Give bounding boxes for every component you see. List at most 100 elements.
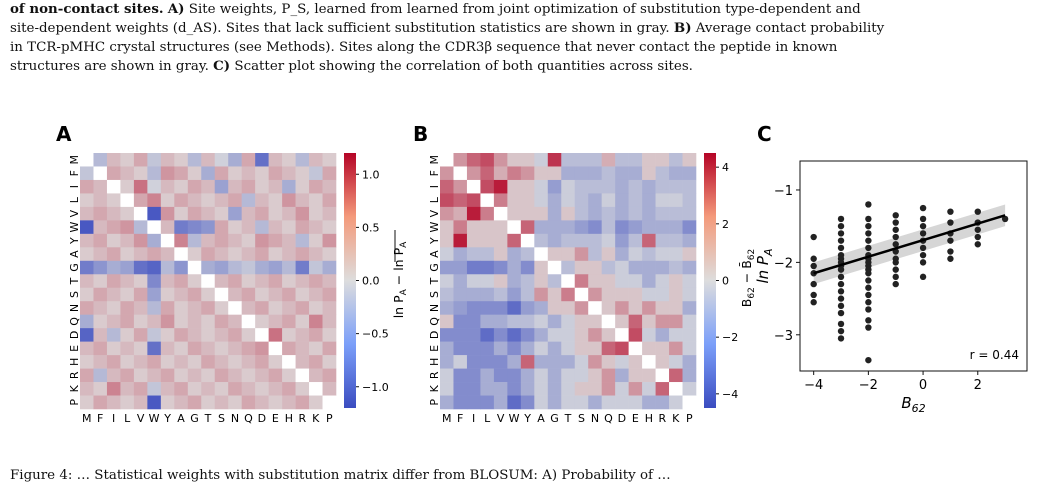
heatmap-cell: [655, 368, 670, 383]
heatmap-cell: [574, 247, 589, 262]
heatmap-cell: [615, 328, 629, 342]
caption-line-4: structures are shown in gray. C) Scatter…: [10, 58, 693, 74]
heatmap-cell: [255, 395, 269, 410]
heatmap-cell: [453, 274, 468, 289]
heatmap-cell: [480, 301, 495, 315]
heatmap-cell: [214, 193, 229, 208]
heatmap-cell: [268, 355, 283, 369]
heatmap-cell: [201, 193, 216, 208]
heatmap-cell: [466, 193, 481, 208]
heatmap-cell: [174, 166, 189, 181]
heatmap-cell: [440, 247, 454, 262]
heatmap-cell: [466, 179, 481, 194]
heatmap-cell: [534, 395, 549, 410]
heatmap-cell: [588, 382, 602, 396]
heatmap-cell: [309, 395, 323, 410]
heatmap-cell: [615, 368, 629, 383]
heatmap-cell: [268, 368, 283, 383]
heatmap-cell: [561, 260, 576, 275]
scatter-point: [947, 255, 954, 262]
heatmap-cell: [453, 166, 468, 181]
heatmap-cell: [520, 193, 535, 208]
heatmap-cell: [453, 260, 468, 275]
heatmap-cell: [547, 179, 562, 194]
heatmap-cell: [160, 274, 175, 289]
heatmap-cell: [187, 206, 202, 221]
heatmap-cell: [480, 341, 495, 356]
heatmap-cell: [601, 395, 616, 410]
heatmap-cell: [174, 328, 189, 342]
heatmap-cell: [453, 153, 468, 167]
scatter-point: [837, 237, 845, 244]
row-tick-label: I: [68, 185, 81, 188]
heatmap-cell: [453, 368, 468, 383]
row-tick-label: P: [68, 399, 81, 406]
heatmap-cell: [80, 153, 94, 167]
heatmap-cell: [93, 382, 108, 396]
heatmap-cell: [655, 314, 670, 329]
scatter-point: [974, 226, 981, 233]
heatmap-cell: [201, 274, 216, 289]
heatmap-cell: [201, 247, 216, 262]
heatmap-cell: [480, 179, 495, 194]
heatmap-cell: [309, 153, 323, 167]
col-tick-label: F: [97, 412, 103, 425]
heatmap-cell: [493, 287, 508, 302]
panel-label-a: A: [56, 122, 72, 146]
scatter-point: [865, 201, 872, 208]
heatmap-cell: [80, 395, 94, 410]
heatmap-cell: [309, 233, 323, 248]
heatmap-cell: [214, 179, 229, 194]
heatmap-cell: [80, 368, 94, 383]
heatmap-cell: [241, 193, 256, 208]
heatmap-cell: [642, 301, 656, 315]
heatmap-cell: [322, 341, 337, 356]
row-tick-label: I: [428, 185, 441, 188]
row-tick-label: F: [428, 170, 441, 176]
col-tick-label: E: [632, 412, 639, 425]
heatmap-cell: [520, 260, 535, 275]
correlation-annotation: r = 0.44: [970, 348, 1019, 362]
heatmap-cell: [120, 341, 135, 356]
heatmap-cell: [520, 247, 535, 262]
heatmap-cell: [322, 233, 337, 248]
heatmap-cell: [507, 260, 522, 275]
heatmap-cell: [106, 220, 121, 235]
heatmap-cell: [507, 220, 522, 235]
heatmap-cell: [201, 233, 216, 248]
heatmap-cell: [160, 314, 175, 329]
heatmap-cell: [480, 206, 495, 221]
heatmap-cell: [682, 206, 697, 221]
heatmap-cell: [133, 395, 148, 410]
heatmap-cell: [187, 233, 202, 248]
heatmap-cell: [628, 233, 643, 248]
heatmap-cell: [282, 355, 296, 369]
heatmap-cell: [282, 287, 296, 302]
heatmap-cell: [520, 274, 535, 289]
heatmap-cell: [241, 355, 256, 369]
heatmap-cell: [187, 274, 202, 289]
row-tick-label: A: [68, 250, 81, 258]
heatmap-cell: [255, 382, 269, 396]
heatmap-cell: [228, 314, 242, 329]
heatmap-cell: [655, 153, 670, 167]
heatmap-cell: [309, 301, 323, 315]
heatmap-cell: [561, 166, 576, 181]
heatmap-cell: [282, 247, 296, 262]
heatmap-cell: [93, 206, 108, 221]
heatmap-cell: [120, 287, 135, 302]
row-tick-label: D: [68, 331, 81, 339]
heatmap-cell: [93, 328, 108, 342]
scatter-point: [865, 324, 872, 331]
heatmap-cell: [655, 247, 670, 262]
heatmap-cell: [507, 233, 522, 248]
heatmap-cell: [642, 274, 656, 289]
heatmap-cell: [601, 355, 616, 369]
heatmap-cell: [282, 314, 296, 329]
heatmap-cell: [93, 314, 108, 329]
heatmap-cell: [507, 382, 522, 396]
heatmap-cell: [601, 274, 616, 289]
heatmap-cell: [147, 153, 162, 167]
heatmap-cell: [588, 179, 602, 194]
heatmap-cell: [453, 301, 468, 315]
